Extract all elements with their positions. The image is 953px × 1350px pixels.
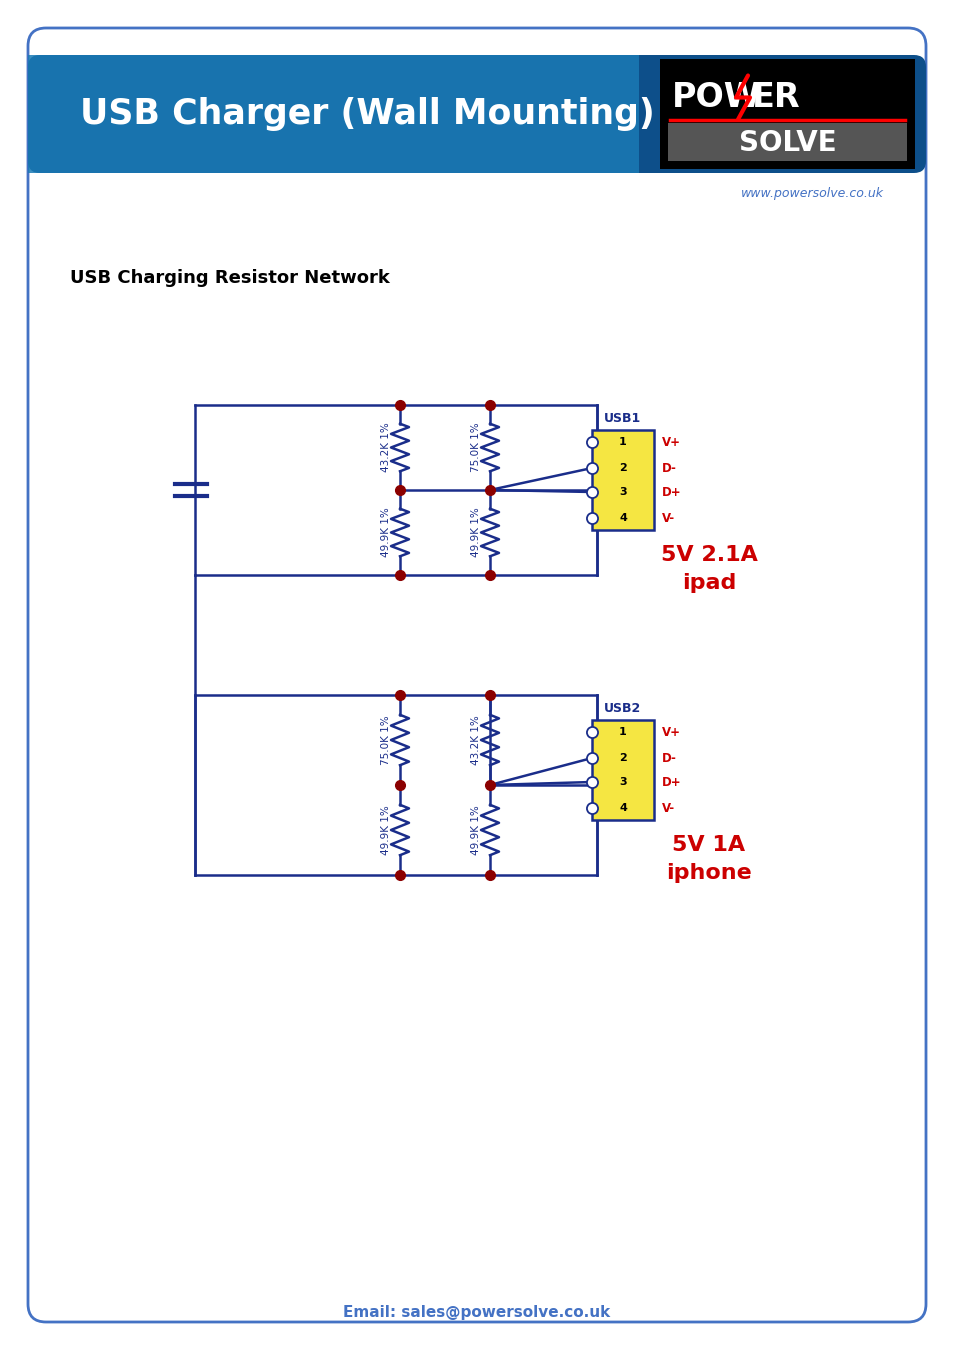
Text: USB Charger (Wall Mounting): USB Charger (Wall Mounting) bbox=[80, 97, 654, 131]
Text: 75.0K 1%: 75.0K 1% bbox=[471, 423, 480, 472]
Text: 43.2K 1%: 43.2K 1% bbox=[380, 423, 391, 472]
Text: ER: ER bbox=[751, 81, 800, 113]
Text: 2: 2 bbox=[618, 463, 626, 472]
Text: www.powersolve.co.uk: www.powersolve.co.uk bbox=[740, 186, 883, 200]
Text: V-: V- bbox=[661, 802, 675, 814]
Text: D+: D+ bbox=[661, 775, 680, 788]
Text: POW: POW bbox=[671, 81, 760, 113]
Text: V-: V- bbox=[661, 512, 675, 525]
Text: 4: 4 bbox=[618, 803, 626, 813]
FancyBboxPatch shape bbox=[28, 55, 925, 173]
Bar bbox=[667, 123, 906, 161]
Bar bbox=[659, 59, 914, 169]
Text: 4: 4 bbox=[618, 513, 626, 522]
Bar bbox=[592, 431, 654, 531]
Text: USB2: USB2 bbox=[604, 702, 641, 714]
Text: 49.9K 1%: 49.9K 1% bbox=[471, 508, 480, 558]
Text: iphone: iphone bbox=[665, 863, 751, 883]
Text: D-: D- bbox=[661, 462, 677, 474]
Bar bbox=[28, 55, 638, 173]
Text: 49.9K 1%: 49.9K 1% bbox=[380, 805, 391, 855]
Text: 5V 2.1A: 5V 2.1A bbox=[659, 545, 757, 566]
Text: 43.2K 1%: 43.2K 1% bbox=[471, 716, 480, 765]
Text: 1: 1 bbox=[618, 728, 626, 737]
Text: USB1: USB1 bbox=[604, 412, 641, 424]
Text: 49.9K 1%: 49.9K 1% bbox=[471, 805, 480, 855]
Text: ipad: ipad bbox=[681, 572, 736, 593]
Text: 49.9K 1%: 49.9K 1% bbox=[380, 508, 391, 558]
Text: V+: V+ bbox=[661, 725, 680, 738]
Text: 1: 1 bbox=[618, 437, 626, 447]
Text: USB Charging Resistor Network: USB Charging Resistor Network bbox=[70, 269, 390, 288]
Text: V+: V+ bbox=[661, 436, 680, 448]
Text: 2: 2 bbox=[618, 753, 626, 763]
FancyBboxPatch shape bbox=[28, 28, 925, 1322]
Text: 3: 3 bbox=[618, 778, 626, 787]
Text: 3: 3 bbox=[618, 487, 626, 497]
Text: SOLVE: SOLVE bbox=[738, 128, 836, 157]
Text: D-: D- bbox=[661, 752, 677, 764]
Text: 5V 1A: 5V 1A bbox=[672, 836, 745, 855]
Text: D+: D+ bbox=[661, 486, 680, 498]
Text: 75.0K 1%: 75.0K 1% bbox=[380, 716, 391, 765]
Text: Email: sales@powersolve.co.uk: Email: sales@powersolve.co.uk bbox=[343, 1304, 610, 1319]
Bar bbox=[592, 720, 654, 819]
